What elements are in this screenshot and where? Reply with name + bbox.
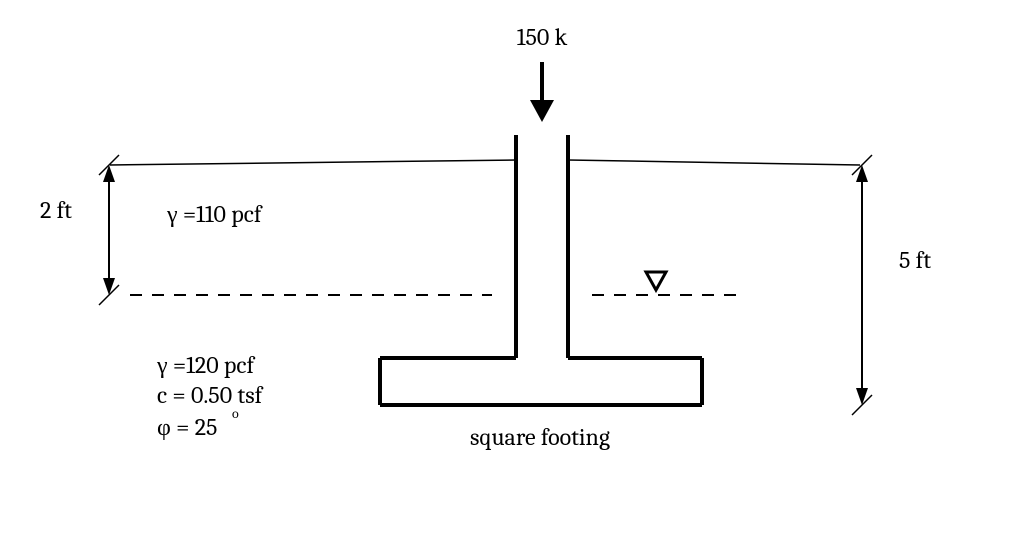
soil-lower-gamma: γ =120 pcf: [156, 351, 255, 379]
soil-lower-c: c = 0.50 tsf: [157, 381, 264, 409]
ground-line-left: [110, 160, 516, 165]
soil-upper-gamma: γ =110 pcf: [166, 200, 263, 228]
water-table-symbol: [646, 272, 666, 290]
footing-label: square footing: [470, 423, 610, 451]
dim-left: [99, 155, 119, 305]
dim-right-label: 5 ft: [899, 246, 931, 274]
load-arrow-head: [530, 100, 554, 122]
load-label: 150 k: [517, 23, 568, 51]
dim-left-label: 2 ft: [40, 196, 72, 224]
dim-right: [852, 155, 872, 415]
soil-lower-phi-deg: o: [232, 405, 239, 422]
soil-lower-phi: φ = 25: [157, 413, 217, 441]
ground-line-right: [568, 160, 860, 165]
